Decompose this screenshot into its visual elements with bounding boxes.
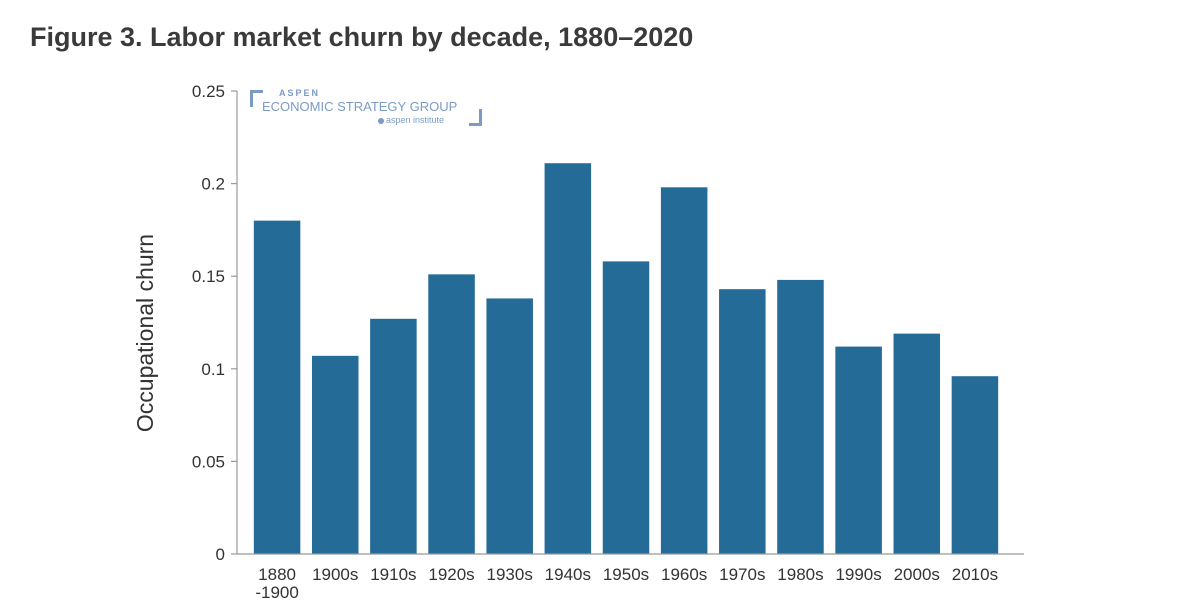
x-tick-label: 1960s [661,565,707,584]
y-tick-label: 0.1 [201,360,225,379]
x-tick-label: 1970s [719,565,765,584]
bar [602,261,650,554]
y-axis-ticks: 0 0.05 0.1 0.15 0.2 0.25 [192,82,237,564]
y-axis-label: Occupational churn [132,234,158,432]
logo-line-1: ASPEN [279,88,321,98]
logo-bracket-top-left [250,90,263,107]
bar [951,376,999,554]
x-tick-label: 1950s [603,565,649,584]
y-tick-label: 0.2 [201,175,225,194]
aspen-leaf-icon [378,117,384,124]
x-tick-label: 1910s [370,565,416,584]
bar [370,318,417,554]
y-tick-label: 0.05 [192,452,225,471]
bar [544,163,592,554]
bar [311,355,359,554]
bar [777,279,824,554]
bar [253,220,301,554]
aspen-economic-strategy-group-logo: ASPEN ECONOMIC STRATEGY GROUP aspen inst… [250,88,482,128]
logo-line-2: ECONOMIC STRATEGY GROUP [262,99,458,114]
bar [835,346,882,554]
logo-line-3: aspen institute [378,115,444,125]
x-tick-label: -1900 [255,583,298,600]
x-tick-label: 1880 [258,565,296,584]
y-tick-label: 0 [216,545,225,564]
page-title: Figure 3. Labor market churn by decade, … [30,22,694,52]
x-tick-label: 1900s [312,565,358,584]
bar [660,187,708,554]
x-tick-label: 1930s [487,565,533,584]
x-tick-label: 2000s [894,565,940,584]
y-tick-label: 0.25 [192,82,225,101]
bar [893,333,941,554]
x-tick-label: 2010s [952,565,998,584]
x-tick-label: 1920s [428,565,474,584]
logo-bracket-bottom-right [469,109,482,126]
x-tick-label: 1980s [777,565,823,584]
x-tick-label: 1990s [835,565,881,584]
y-tick-label: 0.15 [192,267,225,286]
logo-line-3-text: aspen institute [386,115,445,125]
x-tick-label: 1940s [545,565,591,584]
bar [428,274,475,554]
x-axis-ticks: 1880-1900 1900s 1910s 1920s 1930s 1940s 1950s 1… [255,565,998,600]
bar [719,289,766,554]
bar [486,298,533,554]
bars-group [253,163,999,554]
